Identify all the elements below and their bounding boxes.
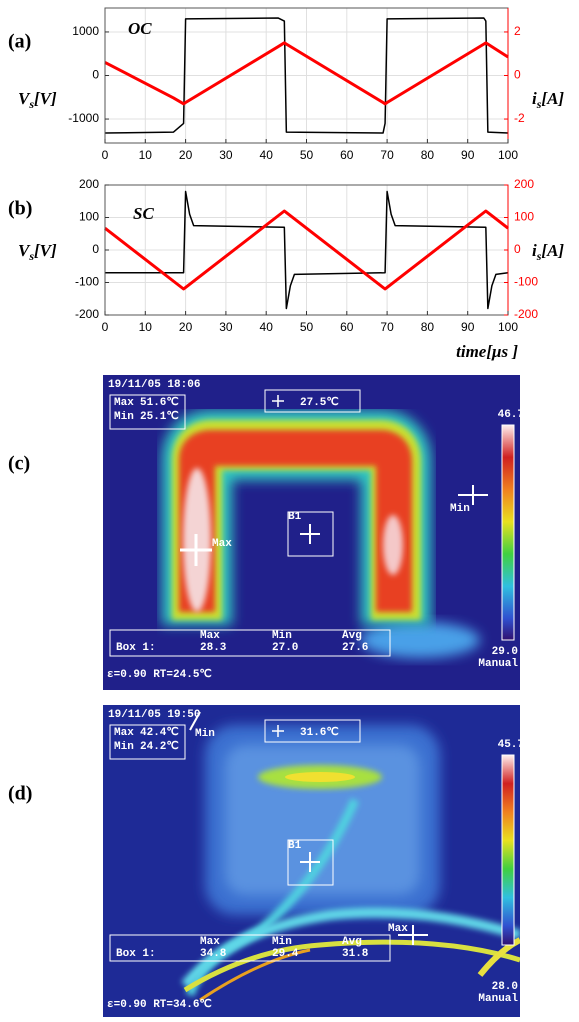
annotation: OC	[128, 19, 152, 38]
x-tick-label: 40	[260, 320, 274, 334]
timestamp: 19/11/05 18:06	[108, 379, 200, 391]
x-tick-label: 60	[340, 320, 354, 334]
panel-label: (c)	[8, 453, 30, 475]
x-label: time[μs ]	[456, 342, 518, 361]
y-tick-label: 0	[92, 242, 99, 256]
spot-temp: 31.6℃	[300, 726, 339, 739]
footer: ε=0.90 RT=34.6℃	[107, 998, 212, 1011]
box-name: Box 1:	[116, 642, 156, 654]
box-header: Min	[272, 630, 292, 642]
box-value: 29.4	[272, 948, 299, 960]
panel-label: (b)	[8, 198, 32, 220]
box-value: 34.8	[200, 948, 227, 960]
panel-label: (a)	[8, 31, 31, 53]
x-tick-label: 0	[102, 148, 109, 162]
y-tick-label: -100	[75, 275, 99, 289]
y-tick-label: -1000	[68, 111, 99, 125]
x-tick-label: 80	[421, 148, 435, 162]
y2-tick-label: 200	[514, 177, 534, 191]
marker-label: Min	[450, 503, 470, 515]
y2-tick-label: -200	[514, 307, 538, 321]
box-value: 28.3	[200, 642, 227, 654]
y2-label-rest: [A]	[541, 241, 564, 260]
spot-temp: 27.5℃	[300, 396, 339, 409]
max-label: Max	[114, 397, 134, 409]
mode: Manual	[478, 658, 518, 670]
y-tick-label: 200	[79, 177, 99, 191]
y2-tick-label: -100	[514, 275, 538, 289]
figure: 0102030405060708090100-100001000-202(a)O…	[0, 0, 579, 1022]
y2-tick-label: 100	[514, 210, 534, 224]
box-header: Avg	[342, 630, 362, 642]
x-tick-label: 40	[260, 148, 274, 162]
y-label: Vs[V]	[18, 89, 57, 111]
marker-label: Max	[388, 923, 408, 935]
box-header: Max	[200, 630, 220, 642]
max-value: 42.4℃	[140, 726, 179, 739]
box-value: 31.8	[342, 948, 369, 960]
scale-top: 46.7	[498, 409, 524, 421]
x-tick-label: 30	[219, 320, 233, 334]
scale-bottom: 29.0	[492, 646, 518, 658]
x-tick-label: 70	[380, 148, 394, 162]
y2-label-rest: [A]	[541, 89, 564, 108]
x-tick-label: 100	[498, 148, 518, 162]
min-label: Min	[114, 741, 134, 753]
y2-label: is[A]	[532, 241, 564, 263]
x-tick-label: 10	[139, 148, 153, 162]
glow	[360, 622, 480, 658]
y2-tick-label: 0	[514, 242, 521, 256]
y2-label: is[A]	[532, 89, 564, 111]
y-label: Vs[V]	[18, 241, 57, 263]
min-label: Min	[114, 411, 134, 423]
x-tick-label: 70	[380, 320, 394, 334]
box-value: 27.6	[342, 642, 368, 654]
footer: ε=0.90 RT=24.5℃	[107, 668, 212, 681]
x-tick-label: 90	[461, 148, 475, 162]
y-tick-label: 1000	[72, 24, 99, 38]
x-tick-label: 30	[219, 148, 233, 162]
box-value: 27.0	[272, 642, 298, 654]
timestamp: 19/11/05 19:50	[108, 709, 200, 721]
x-tick-label: 60	[340, 148, 354, 162]
x-tick-label: 10	[139, 320, 153, 334]
annotation: SC	[133, 204, 154, 223]
x-tick-label: 50	[300, 148, 314, 162]
y2-tick-label: 2	[514, 24, 521, 38]
box-header: Max	[200, 936, 220, 948]
y2-tick-label: 0	[514, 68, 521, 82]
y-label-rest: [V]	[34, 241, 57, 260]
y-tick-label: -200	[75, 307, 99, 321]
x-tick-label: 20	[179, 148, 193, 162]
marker-label: B1	[288, 840, 302, 852]
x-tick-label: 0	[102, 320, 109, 334]
max-value: 51.6℃	[140, 396, 179, 409]
panel-label: (d)	[8, 783, 32, 805]
scale-bottom: 28.0	[492, 981, 518, 993]
min-value: 25.1℃	[140, 410, 179, 423]
y-tick-label: 100	[79, 210, 99, 224]
box-header: Min	[272, 936, 292, 948]
box-name: Box 1:	[116, 948, 156, 960]
x-tick-label: 100	[498, 320, 518, 334]
max-label: Max	[114, 727, 134, 739]
mode: Manual	[478, 993, 518, 1005]
hot-spot	[383, 515, 403, 575]
y-tick-label: 0	[92, 68, 99, 82]
x-tick-label: 90	[461, 320, 475, 334]
color-bar	[502, 425, 514, 640]
marker-label: Min	[195, 728, 215, 740]
color-bar	[502, 755, 514, 945]
x-tick-label: 20	[179, 320, 193, 334]
y2-tick-label: -2	[514, 111, 525, 125]
box-header: Avg	[342, 936, 362, 948]
x-tick-label: 80	[421, 320, 435, 334]
y-label-rest: [V]	[34, 89, 57, 108]
scale-top: 45.7	[498, 739, 524, 751]
x-tick-label: 50	[300, 320, 314, 334]
min-value: 24.2℃	[140, 740, 179, 753]
marker-label: B1	[288, 511, 302, 523]
marker-label: Max	[212, 538, 232, 550]
hot-zone	[285, 772, 355, 782]
